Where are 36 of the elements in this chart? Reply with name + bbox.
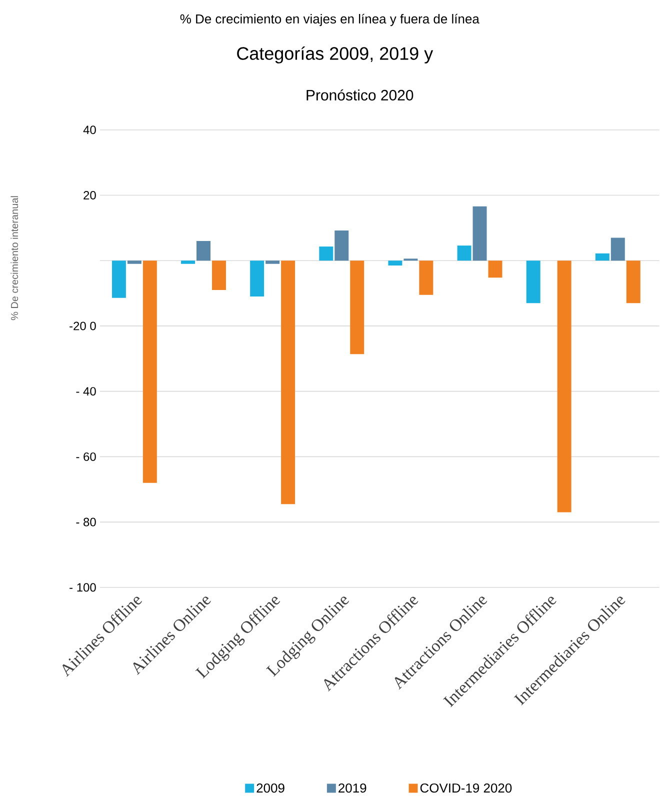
text: Pronóstico 2020 <box>306 89 414 100</box>
bar <box>196 240 210 261</box>
bar <box>334 230 348 261</box>
y-axis-title: % De crecimiento interanual <box>10 196 18 320</box>
y-tick-label: -20 0 <box>69 322 96 330</box>
bar <box>457 246 472 261</box>
bar <box>180 260 195 264</box>
legend-label: COVID-19 2020 <box>420 783 512 793</box>
legend-label: 2009 <box>256 783 284 793</box>
bar <box>265 260 280 264</box>
bar <box>388 260 402 266</box>
bar <box>557 260 572 512</box>
bar <box>610 238 625 261</box>
bar <box>127 260 142 264</box>
bar <box>212 260 226 290</box>
bar <box>595 253 610 261</box>
bar <box>250 260 264 297</box>
chart-title: % De crecimiento en viajes en línea y fuera de línea <box>180 14 480 26</box>
chart-subtitle: Categorías 2009, 2019 y <box>236 46 433 64</box>
y-tick-label: 20 <box>83 190 96 200</box>
bar <box>280 260 295 504</box>
legend-label: 2019 <box>338 783 366 793</box>
bar <box>488 260 502 278</box>
y-tick-label: - 40 <box>76 387 96 396</box>
y-tick-label: - 80 <box>76 518 96 526</box>
bar <box>350 260 364 354</box>
y-tick-label: - 60 <box>76 452 96 461</box>
bar <box>626 260 640 304</box>
y-tick-label: - 100 <box>69 583 96 592</box>
bar <box>142 260 157 483</box>
y-tick-label: 40 <box>83 126 96 134</box>
bar <box>419 260 434 295</box>
bar <box>526 260 540 304</box>
bar <box>318 246 333 261</box>
bar <box>472 206 487 261</box>
bar <box>112 260 126 298</box>
